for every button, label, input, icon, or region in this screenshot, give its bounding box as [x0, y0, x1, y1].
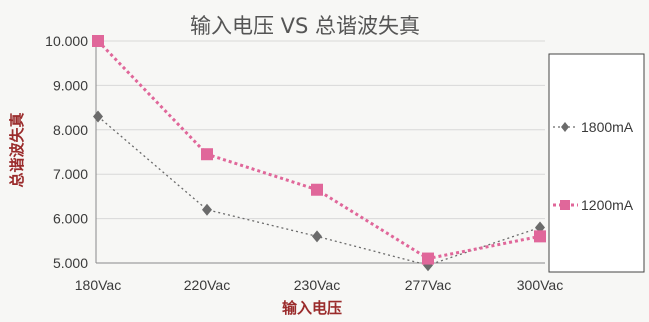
legend-marker-1200mA	[560, 200, 570, 210]
x-tick-label: 230Vac	[294, 277, 340, 293]
x-tick-label: 277Vac	[405, 277, 451, 293]
data-point-1800mA	[312, 230, 322, 243]
y-tick-label: 9.000	[53, 77, 88, 93]
grid-lines	[96, 40, 545, 220]
legend: 1800mA 1200mA	[553, 119, 634, 213]
data-point-1200mA	[311, 183, 323, 196]
x-tick-labels: 180Vac 220Vac 230Vac 277Vac 300Vac	[75, 277, 563, 293]
legend-label-1200mA: 1200mA	[581, 197, 634, 213]
y-axis-title: 总谐波失真	[8, 112, 26, 187]
data-point-1800mA	[202, 203, 212, 216]
data-point-1200mA	[201, 148, 213, 161]
data-point-1200mA	[534, 230, 546, 243]
series-markers	[92, 35, 546, 272]
y-tick-label: 7.000	[53, 166, 88, 182]
legend-box	[548, 53, 645, 273]
x-tick-label: 300Vac	[517, 277, 563, 293]
y-tick-labels: 5.000 6.000 7.000 8.000 9.000 10.000	[45, 33, 88, 271]
axes	[95, 38, 545, 264]
data-point-1800mA	[93, 110, 103, 123]
y-tick-label: 5.000	[53, 255, 88, 271]
legend-marker-1800mA	[561, 122, 569, 132]
x-axis-title: 输入电压	[282, 299, 342, 317]
x-tick-label: 220Vac	[184, 277, 230, 293]
chart-title: 输入电压 VS 总谐波失真	[190, 14, 420, 38]
legend-label-1800mA: 1800mA	[581, 119, 634, 135]
x-tick-label: 180Vac	[75, 277, 121, 293]
y-tick-label: 8.000	[53, 122, 88, 138]
y-tick-label: 6.000	[53, 211, 88, 227]
data-point-1200mA	[422, 252, 434, 265]
y-tick-label: 10.000	[45, 33, 88, 49]
data-point-1200mA	[92, 35, 104, 47]
